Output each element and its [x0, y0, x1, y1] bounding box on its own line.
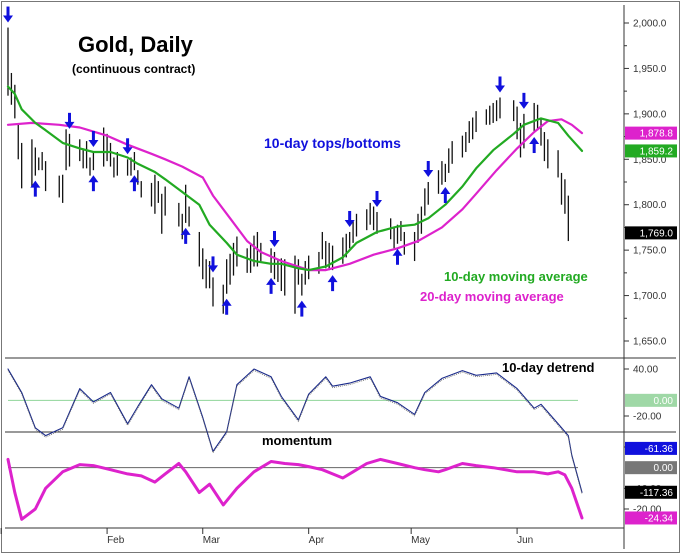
bottom-arrow [266, 277, 277, 294]
arrow-head [88, 175, 99, 183]
chart-title: Gold, Daily [78, 32, 194, 57]
bottom-arrow [440, 187, 451, 203]
detrend-panel-title: 10-day detrend [502, 360, 595, 375]
x-tick-label: Mar [203, 535, 221, 546]
bottom-arrow [296, 300, 307, 317]
arrow-head [30, 180, 41, 188]
bottom-arrow [129, 175, 140, 192]
arrows-annotation: 10-day tops/bottoms [264, 135, 401, 151]
momentum-layer [6, 457, 584, 521]
arrow-head [392, 248, 403, 256]
arrow-head [372, 199, 382, 207]
arrow-head [327, 275, 338, 283]
momentum-y-tick-label: -20.00 [633, 505, 662, 516]
top-arrow [122, 138, 133, 155]
momentum-panel-title: momentum [262, 433, 332, 448]
price-y-tick-label: 1,950.0 [633, 64, 667, 75]
price-y-tick-label: 2,000.0 [633, 19, 667, 30]
bottom-arrow [327, 275, 338, 292]
arrow-head [518, 101, 529, 109]
last-value-tag-bg [625, 485, 677, 499]
arrow-head [423, 170, 434, 177]
price-y-tick-label: 1,900.0 [633, 109, 667, 120]
arrow-head [269, 239, 280, 247]
chart-subtitle: (continuous contract) [72, 62, 195, 76]
last-value-tag-bg [625, 441, 677, 455]
arrow-head [529, 137, 540, 145]
ma10-annotation: 10-day moving average [444, 269, 588, 284]
last-value-tag-bg [625, 126, 677, 140]
arrow-head [64, 121, 75, 129]
x-tick-label: May [411, 535, 430, 546]
last-value-tags: 1,878.8 1,859.2 1,769.0 0.00 -61.36 -117.36 0.… [625, 126, 677, 525]
price-y-tick-label: 1,750.0 [633, 246, 667, 257]
last-value-tag-text: 1,878.8 [640, 129, 674, 140]
last-value-tag-bg [625, 461, 677, 475]
bottom-arrow [30, 180, 41, 197]
arrow-head [296, 300, 307, 308]
last-value-tag-text: -117.36 [640, 488, 674, 499]
price-y-tick-label: 1,650.0 [633, 337, 667, 348]
arrow-head [208, 265, 218, 273]
last-value-tag-text: -61.36 [645, 444, 674, 455]
arrow-head [266, 277, 277, 285]
x-axis-ticks: Feb Mar Apr May Jun [0, 528, 533, 546]
top-bottom-arrows [3, 6, 540, 317]
top-arrow [208, 256, 218, 273]
last-value-tag-text: 1,769.0 [640, 228, 674, 239]
price-y-tick-label: 1,800.0 [633, 200, 667, 211]
arrow-head [495, 85, 505, 93]
arrow-head [221, 298, 232, 306]
price-bars [7, 27, 569, 314]
last-value-tag-bg [625, 511, 677, 525]
ma20-annotation: 20-day moving average [420, 289, 564, 304]
arrow-head [3, 15, 13, 23]
top-arrow [64, 112, 75, 129]
bottom-arrow [180, 227, 191, 244]
x-tick-label: Apr [309, 535, 325, 546]
detrend-y-tick-label: -20.00 [633, 412, 662, 423]
last-value-tag-bg [625, 144, 677, 158]
arrow-head [129, 175, 140, 183]
price-y-tick-label: 1,850.0 [633, 155, 667, 166]
detrend-layer [7, 368, 583, 494]
top-arrow [423, 161, 434, 177]
arrow-head [180, 227, 191, 235]
top-arrow [372, 190, 382, 207]
bottom-arrow [221, 298, 232, 315]
last-value-tag-text: 1,859.2 [640, 146, 674, 157]
detrend-line [7, 368, 583, 493]
ma10-line [6, 85, 584, 272]
last-value-tag-text: 0.00 [654, 463, 674, 474]
arrow-head [88, 140, 99, 148]
top-arrow [344, 210, 355, 227]
detrend-y-tick-label: 40.00 [633, 365, 658, 376]
detrend-shadow-line [7, 370, 583, 494]
last-value-tag-text: 0.00 [654, 396, 674, 407]
arrow-head [122, 147, 133, 155]
top-arrow [518, 92, 529, 109]
arrow-head [344, 219, 355, 227]
top-arrow [495, 76, 505, 93]
arrow-head [440, 187, 451, 194]
last-value-tag-bg [625, 393, 677, 407]
bottom-arrow [88, 175, 99, 192]
bottom-arrow [529, 137, 540, 154]
bottom-arrow [392, 248, 403, 265]
momentum-line [6, 457, 584, 521]
last-value-tag-text: -24.34 [645, 513, 674, 524]
price-y-ticks: 2,000.0 1,950.0 1,900.0 1,850.0 1,800.0 1,750… [624, 19, 667, 348]
top-arrow [88, 131, 99, 148]
ma10-layer [6, 85, 584, 272]
price-y-tick-label: 1,700.0 [633, 291, 667, 302]
x-tick-label: Jun [517, 535, 533, 546]
top-arrow [3, 6, 13, 23]
last-value-tag-bg [625, 226, 677, 240]
x-tick-label: Feb [107, 535, 125, 546]
top-arrow [269, 230, 280, 247]
